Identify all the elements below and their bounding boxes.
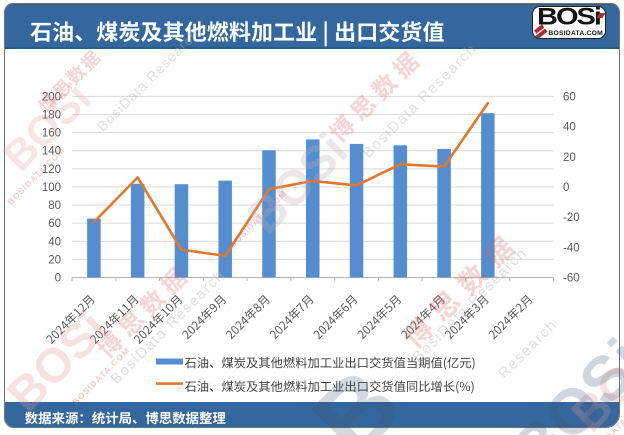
svg-text:40: 40	[563, 122, 576, 134]
svg-text:-20: -20	[563, 212, 580, 224]
svg-text:60: 60	[563, 91, 576, 103]
svg-text:60: 60	[48, 218, 61, 230]
svg-text:120: 120	[42, 164, 61, 176]
svg-text:-40: -40	[563, 242, 580, 254]
svg-text:80: 80	[48, 200, 61, 212]
svg-text:40: 40	[48, 236, 61, 248]
svg-text:140: 140	[42, 146, 61, 158]
svg-text:160: 160	[42, 128, 61, 140]
svg-text:0: 0	[563, 182, 569, 194]
svg-text:180: 180	[42, 110, 61, 122]
svg-text:20: 20	[48, 254, 61, 266]
svg-text:200: 200	[42, 91, 61, 103]
svg-text:20: 20	[563, 152, 576, 164]
svg-text:100: 100	[42, 182, 61, 194]
svg-text:0: 0	[55, 273, 61, 285]
svg-text:-60: -60	[563, 273, 580, 285]
